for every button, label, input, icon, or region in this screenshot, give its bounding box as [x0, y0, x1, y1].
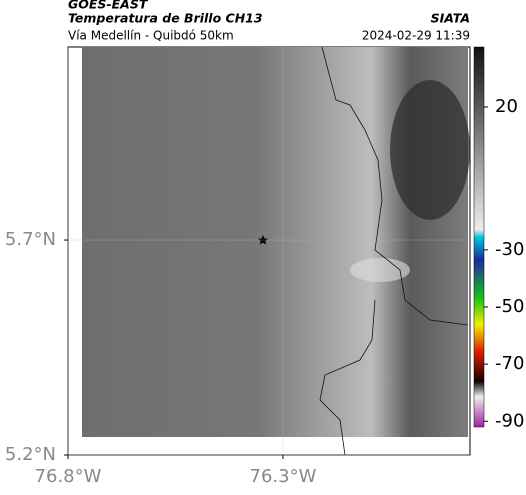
brand: SIATA [431, 11, 470, 26]
source: GOES-EAST [68, 0, 149, 12]
timestamp: 2024-02-29 11:39 [362, 29, 470, 43]
x-tick-label: 76.8°W [35, 466, 102, 487]
y-tick-label: 5.2°N [5, 444, 56, 465]
title: Temperatura de Brillo CH13 [68, 11, 263, 26]
colorbar-tick-label: -50 [495, 296, 524, 317]
x-tick-label: 76.3°W [250, 466, 317, 487]
cloud [390, 80, 470, 220]
subtitle: Vía Medellín - Quibdó 50km [68, 29, 234, 43]
border [319, 46, 469, 456]
cloud [350, 258, 410, 282]
colorbar-tick-label: 20 [495, 96, 518, 117]
colorbar-tick-label: -70 [495, 353, 524, 374]
colorbar-tick-label: -30 [495, 239, 524, 260]
colorbar [473, 46, 485, 428]
colorbar-tick-label: -90 [495, 410, 524, 431]
y-tick-label: 5.7°N [5, 229, 56, 250]
